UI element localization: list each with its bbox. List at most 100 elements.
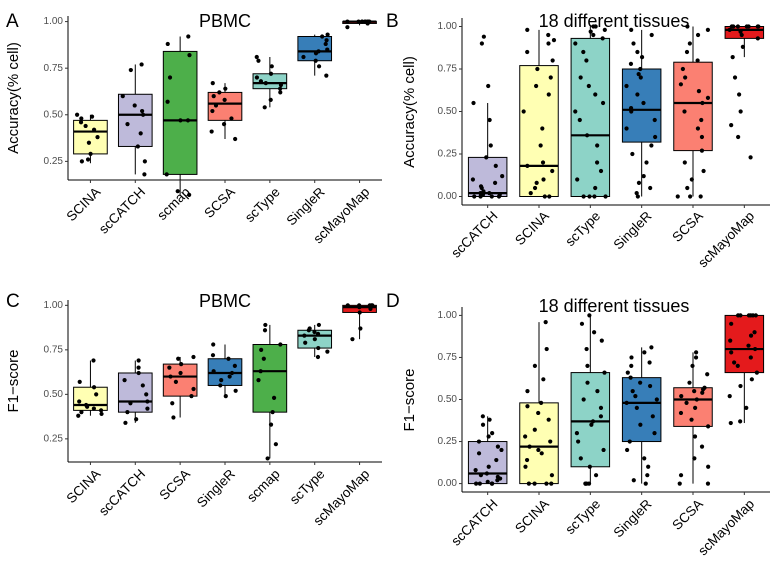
data-point <box>592 194 597 199</box>
data-point <box>689 417 694 422</box>
data-point <box>324 73 329 78</box>
x-tick-label: scmap <box>154 184 193 223</box>
data-point <box>175 189 180 194</box>
data-point <box>492 180 498 185</box>
y-tick-label: 0.25 <box>44 156 64 167</box>
data-point <box>548 439 553 444</box>
data-point <box>576 439 581 444</box>
data-point <box>593 92 598 97</box>
data-point <box>526 481 531 486</box>
x-tick-label: SingleR <box>284 184 328 228</box>
data-point <box>325 47 330 52</box>
data-point <box>176 356 181 361</box>
data-point <box>701 168 706 174</box>
data-point <box>643 481 648 486</box>
data-point <box>312 329 317 335</box>
data-point <box>125 121 130 127</box>
box-group-SingleR <box>621 27 662 199</box>
chart-title: PBMC <box>199 11 251 31</box>
data-point <box>729 350 734 355</box>
data-point <box>635 49 640 55</box>
data-point <box>748 155 753 160</box>
data-point <box>705 481 711 486</box>
data-point <box>756 24 761 29</box>
data-point <box>534 180 539 185</box>
data-point <box>268 422 274 427</box>
data-point <box>494 457 499 463</box>
data-point <box>625 370 630 375</box>
data-point <box>696 89 702 94</box>
data-point <box>258 369 263 374</box>
x-tick-label: SCINA <box>512 208 552 248</box>
data-point <box>729 123 734 128</box>
data-point <box>470 177 476 182</box>
box-group-scMayoMap <box>342 19 377 30</box>
data-point <box>178 370 183 376</box>
data-point <box>122 378 127 383</box>
data-point <box>649 143 654 148</box>
data-point <box>534 83 539 89</box>
data-point <box>652 117 657 123</box>
data-point <box>278 82 284 88</box>
data-point <box>699 134 705 140</box>
data-point <box>706 464 711 469</box>
data-point <box>79 410 84 415</box>
data-point <box>189 394 194 399</box>
data-point <box>543 320 548 325</box>
data-point <box>123 420 128 425</box>
data-point <box>540 160 546 165</box>
data-point <box>740 44 745 50</box>
data-point <box>687 380 692 385</box>
data-point <box>525 388 530 394</box>
data-point <box>229 116 234 121</box>
y-axis-label: Accuracy(% cell) <box>5 42 22 154</box>
data-point <box>705 372 710 377</box>
data-point <box>268 71 274 76</box>
box-group-SCINA <box>519 27 559 199</box>
data-point <box>221 121 227 127</box>
data-point <box>167 75 173 80</box>
data-point <box>678 82 684 87</box>
data-point <box>729 321 734 326</box>
data-point <box>370 303 375 308</box>
box-group-SCSA <box>673 350 713 486</box>
data-point <box>540 126 545 131</box>
data-point <box>594 160 600 165</box>
data-point <box>538 143 543 148</box>
data-point <box>312 337 317 342</box>
data-point <box>139 62 144 67</box>
box-group-scMayoMap <box>724 313 765 426</box>
data-point <box>678 473 684 478</box>
box-group-SCINA <box>73 112 108 164</box>
data-point <box>628 61 634 66</box>
data-point <box>134 417 139 422</box>
data-point <box>495 474 500 479</box>
data-point <box>550 168 555 174</box>
data-point <box>79 159 84 164</box>
x-tick-label: scCATCH <box>448 496 500 548</box>
x-tick-label: scType <box>287 466 328 507</box>
data-point <box>629 363 634 368</box>
data-point <box>593 24 598 29</box>
data-point <box>549 481 554 486</box>
data-point <box>739 32 744 38</box>
data-point <box>698 194 703 199</box>
box <box>252 344 288 413</box>
data-point <box>313 58 318 63</box>
data-point <box>584 133 590 138</box>
data-point <box>209 129 214 134</box>
data-point <box>479 41 484 46</box>
data-point <box>581 397 586 402</box>
data-point <box>551 38 557 43</box>
box-group-scCATCH <box>467 34 508 199</box>
y-tick-label: 0.25 <box>438 436 458 447</box>
data-point <box>171 415 176 420</box>
data-point <box>191 354 196 360</box>
box-group-SingleR <box>621 345 662 486</box>
box <box>117 93 153 147</box>
data-point <box>587 194 592 199</box>
data-point <box>476 451 482 456</box>
box-group-scMayoMap <box>724 24 765 160</box>
data-point <box>307 326 312 331</box>
y-tick-label: 0.50 <box>44 389 64 400</box>
